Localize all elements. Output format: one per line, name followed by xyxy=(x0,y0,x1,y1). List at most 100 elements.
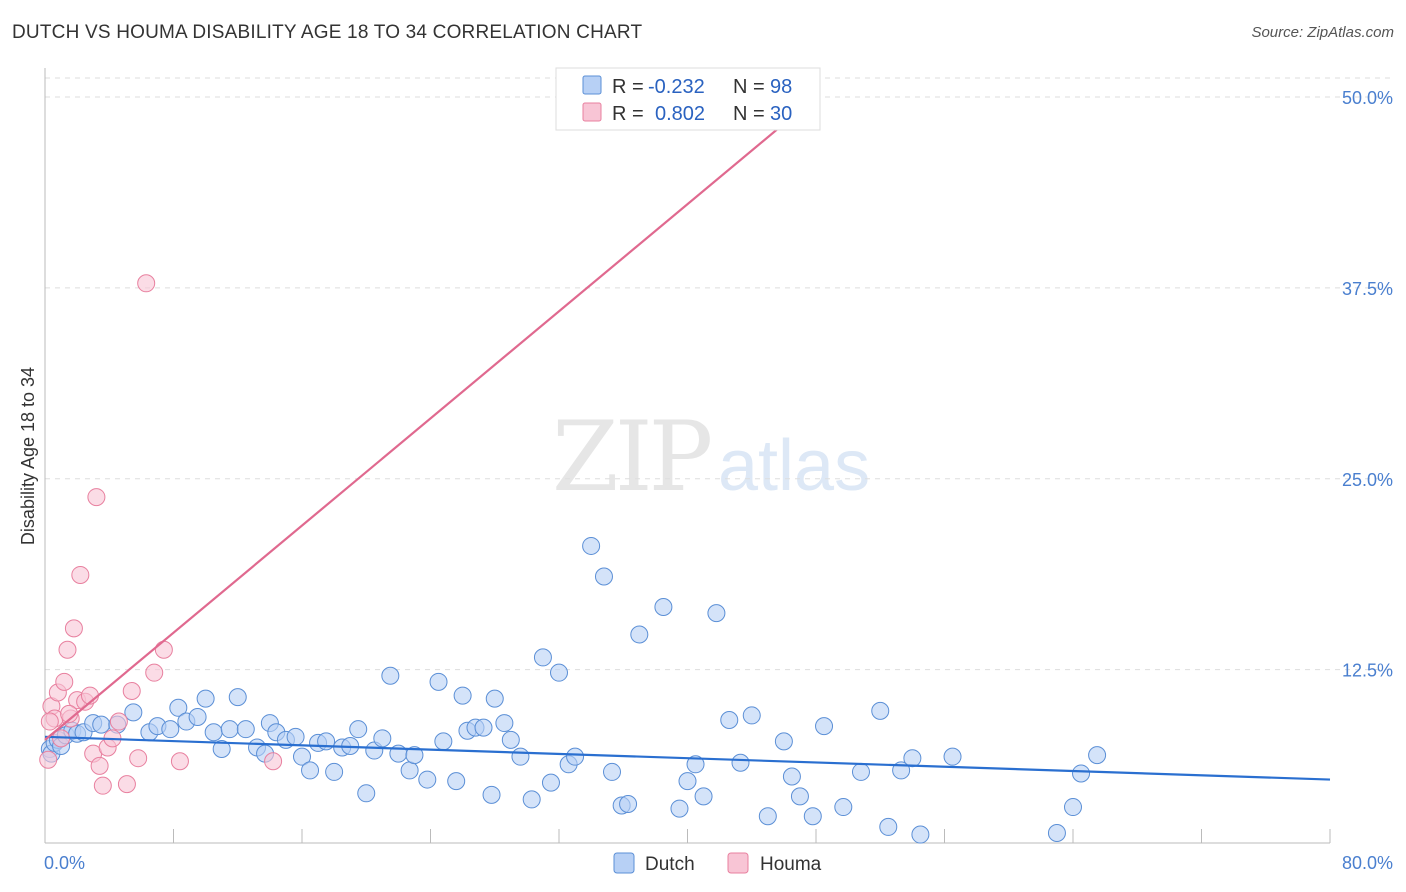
legend-n-value-dutch: 98 xyxy=(770,76,792,98)
dutch-point xyxy=(301,761,320,780)
dutch-point xyxy=(447,772,466,791)
dutch-point xyxy=(879,817,898,836)
dutch-point xyxy=(204,723,223,742)
houma-point xyxy=(117,775,136,794)
dutch-point xyxy=(603,762,622,781)
dutch-point xyxy=(815,717,834,736)
houma-point xyxy=(40,712,59,731)
dutch-point xyxy=(161,720,180,739)
dutch-point xyxy=(720,711,739,730)
dutch-point xyxy=(92,715,111,734)
dutch-point xyxy=(196,689,215,708)
dutch-point xyxy=(482,785,501,804)
dutch-point xyxy=(453,686,472,705)
dutch-point xyxy=(485,689,504,708)
dutch-point xyxy=(429,672,448,691)
gridlines xyxy=(45,77,1393,671)
houma-point xyxy=(90,756,109,775)
houma-point xyxy=(87,488,106,507)
dutch-point xyxy=(654,598,673,617)
watermark-atlas: atlas xyxy=(718,426,870,506)
legend-n-label-houma: N = xyxy=(733,103,765,125)
dutch-point xyxy=(373,729,392,748)
dutch-point xyxy=(871,701,890,720)
dutch-point xyxy=(803,807,822,826)
dutch-point xyxy=(236,720,255,739)
dutch-point xyxy=(169,698,188,717)
legend-n-value-houma: 30 xyxy=(770,103,792,125)
dutch-point xyxy=(903,749,922,768)
dutch-point xyxy=(758,807,777,826)
dutch-point xyxy=(670,799,689,818)
houma-point xyxy=(145,663,164,682)
dutch-point xyxy=(630,625,649,644)
dutch-point xyxy=(228,688,247,707)
dutch-point xyxy=(1088,746,1107,765)
watermark-zip: ZIP xyxy=(552,401,711,513)
dutch-point xyxy=(1072,764,1091,783)
legend-r-value-dutch: -0.232 xyxy=(648,76,705,98)
houma-point xyxy=(58,640,77,659)
y-tick-labels: 12.5% 25.0% 37.5% 50.0% xyxy=(1342,88,1393,681)
dutch-point xyxy=(286,727,305,746)
dutch-point xyxy=(349,720,368,739)
legend-r-value-houma: 0.802 xyxy=(655,103,705,125)
dutch-point xyxy=(325,762,344,781)
legend-box: R = -0.232 N = 98 R = 0.802 N = 30 xyxy=(555,67,821,131)
y-tick-label: 25.0% xyxy=(1342,470,1393,490)
houma-point xyxy=(55,672,74,691)
dutch-point xyxy=(619,795,638,814)
dutch-point xyxy=(566,747,585,766)
dutch-point xyxy=(501,730,520,749)
houma-point xyxy=(109,712,128,731)
dutch-point xyxy=(731,753,750,772)
dutch-point xyxy=(686,755,705,774)
dutch-point xyxy=(851,762,870,781)
houma-point xyxy=(170,752,189,771)
dutch-point xyxy=(381,666,400,685)
chart-source: Source: ZipAtlas.com xyxy=(1251,24,1394,41)
y-axis-label: Disability Age 18 to 34 xyxy=(18,367,38,545)
houma-point xyxy=(154,640,173,659)
houma-point xyxy=(264,752,283,771)
bottom-legend-swatch-houma xyxy=(727,852,749,874)
dutch-point xyxy=(474,718,493,737)
bottom-legend-label-houma: Houma xyxy=(760,854,822,875)
dutch-point xyxy=(943,747,962,766)
houma-point xyxy=(39,750,58,769)
dutch-points xyxy=(40,536,1107,844)
houma-point xyxy=(93,776,112,795)
dutch-point xyxy=(293,747,311,766)
dutch-point xyxy=(533,648,552,667)
dutch-point xyxy=(582,536,601,555)
dutch-point xyxy=(782,767,801,786)
dutch-point xyxy=(694,787,713,806)
dutch-point xyxy=(1064,798,1082,817)
houma-point xyxy=(137,274,156,293)
chart-title: DUTCH VS HOUMA DISABILITY AGE 18 TO 34 C… xyxy=(12,22,643,43)
dutch-point xyxy=(405,746,424,765)
dutch-point xyxy=(124,703,143,722)
x-tick-marks xyxy=(44,829,1331,843)
legend-r-label-dutch: R = xyxy=(612,76,644,98)
dutch-point xyxy=(594,567,613,586)
houma-points xyxy=(39,274,283,795)
houma-trend-line xyxy=(44,96,817,741)
dutch-point xyxy=(678,772,697,791)
legend-n-label-dutch: N = xyxy=(733,76,765,98)
houma-point xyxy=(64,619,83,638)
dutch-point xyxy=(188,707,207,726)
dutch-point xyxy=(911,825,930,844)
dutch-point xyxy=(418,770,437,789)
dutch-point xyxy=(511,747,530,766)
dutch-point xyxy=(220,720,239,739)
y-tick-label: 50.0% xyxy=(1342,88,1393,108)
legend-swatch-houma xyxy=(582,102,602,122)
dutch-point xyxy=(1047,824,1066,843)
dutch-point xyxy=(357,784,376,803)
bottom-legend: Dutch Houma xyxy=(613,852,822,875)
legend-swatch-dutch xyxy=(582,75,602,95)
bottom-legend-label-dutch: Dutch xyxy=(645,854,695,875)
dutch-point xyxy=(834,798,853,817)
